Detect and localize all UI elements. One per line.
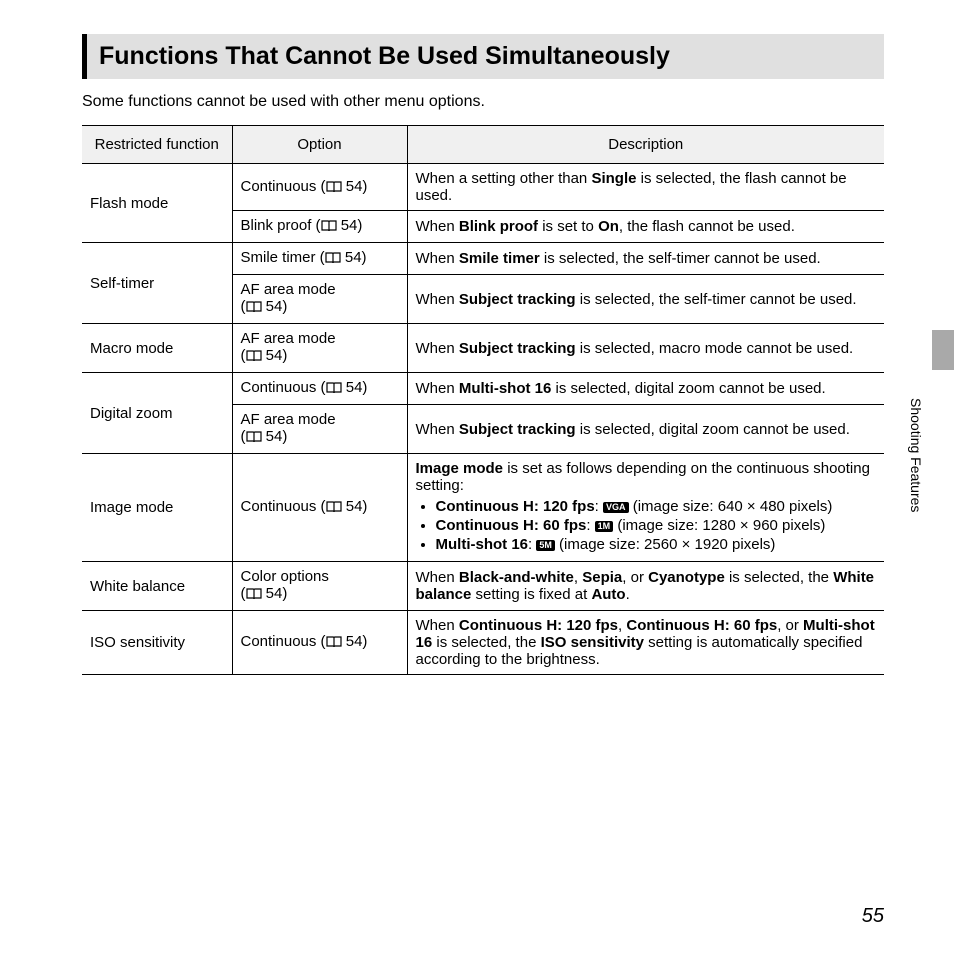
description-cell: Image mode is set as follows depending o… [407, 454, 884, 562]
page-ref: 54 [341, 217, 358, 234]
header-option: Option [232, 126, 407, 164]
option-cell: Color options ( 54) [232, 562, 407, 611]
table-row: White balance Color options ( 54) When B… [82, 562, 884, 611]
option-label: AF area mode [241, 411, 336, 428]
option-label: AF area mode [241, 330, 336, 347]
side-tab [932, 330, 954, 370]
intro-text: Some functions cannot be used with other… [82, 93, 884, 111]
option-label: Blink proof [241, 217, 312, 234]
page-ref: 54 [346, 178, 363, 195]
table-row: Self-timer Smile timer ( 54) When Smile … [82, 243, 884, 275]
book-icon [246, 430, 262, 447]
page-ref: 54 [346, 498, 363, 515]
header-description: Description [407, 126, 884, 164]
option-label: Smile timer [241, 249, 316, 266]
table-row: Macro mode AF area mode ( 54) When Subje… [82, 324, 884, 373]
page-ref: 54 [345, 249, 362, 266]
table-row: Image mode Continuous ( 54) Image mode i… [82, 454, 884, 562]
option-label: Color options [241, 568, 329, 585]
one-m-icon: 1M [595, 521, 614, 532]
book-icon [246, 349, 262, 366]
description-cell: When Black-and-white, Sepia, or Cyanotyp… [407, 562, 884, 611]
description-cell: When Continuous H: 120 fps, Continuous H… [407, 611, 884, 675]
option-label: Continuous [241, 498, 317, 515]
func-digital-zoom: Digital zoom [82, 373, 232, 454]
page-heading: Functions That Cannot Be Used Simultaneo… [82, 34, 884, 79]
page-ref: 54 [266, 298, 283, 315]
book-icon [326, 180, 342, 197]
option-cell: Continuous ( 54) [232, 373, 407, 405]
func-self-timer: Self-timer [82, 243, 232, 324]
option-label: Continuous [241, 379, 317, 396]
func-white-balance: White balance [82, 562, 232, 611]
page-number: 55 [862, 905, 884, 928]
book-icon [246, 587, 262, 604]
description-cell: When a setting other than Single is sele… [407, 164, 884, 211]
page-ref: 54 [346, 379, 363, 396]
table-row: ISO sensitivity Continuous ( 54) When Co… [82, 611, 884, 675]
list-item: Continuous H: 120 fps: VGA (image size: … [436, 498, 877, 515]
option-label: Continuous [241, 178, 317, 195]
header-restricted-function: Restricted function [82, 126, 232, 164]
list-item: Continuous H: 60 fps: 1M (image size: 12… [436, 517, 877, 534]
five-m-icon: 5M [536, 540, 555, 551]
page-ref: 54 [346, 633, 363, 650]
description-cell: When Subject tracking is selected, macro… [407, 324, 884, 373]
option-cell: Continuous ( 54) [232, 611, 407, 675]
book-icon [246, 300, 262, 317]
func-flash-mode: Flash mode [82, 164, 232, 243]
page-ref: 54 [266, 347, 283, 364]
description-cell: When Subject tracking is selected, the s… [407, 275, 884, 324]
func-image-mode: Image mode [82, 454, 232, 562]
list-item: Multi-shot 16: 5M (image size: 2560 × 19… [436, 536, 877, 553]
description-cell: When Smile timer is selected, the self-t… [407, 243, 884, 275]
option-cell: Smile timer ( 54) [232, 243, 407, 275]
option-cell: AF area mode ( 54) [232, 324, 407, 373]
option-cell: Continuous ( 54) [232, 164, 407, 211]
description-cell: When Blink proof is set to On, the flash… [407, 211, 884, 243]
func-iso-sensitivity: ISO sensitivity [82, 611, 232, 675]
manual-page: Functions That Cannot Be Used Simultaneo… [0, 0, 954, 715]
vga-icon: VGA [603, 502, 629, 513]
description-cell: When Subject tracking is selected, digit… [407, 405, 884, 454]
book-icon [325, 251, 341, 268]
table-row: Flash mode Continuous ( 54) When a setti… [82, 164, 884, 211]
book-icon [321, 219, 337, 236]
description-cell: When Multi-shot 16 is selected, digital … [407, 373, 884, 405]
option-cell: Continuous ( 54) [232, 454, 407, 562]
option-cell: AF area mode ( 54) [232, 275, 407, 324]
page-ref: 54 [266, 585, 283, 602]
book-icon [326, 381, 342, 398]
restrictions-table: Restricted function Option Description F… [82, 125, 884, 675]
image-mode-list: Continuous H: 120 fps: VGA (image size: … [416, 498, 877, 553]
option-label: AF area mode [241, 281, 336, 298]
option-label: Continuous [241, 633, 317, 650]
side-section-label: Shooting Features [908, 398, 924, 512]
func-macro-mode: Macro mode [82, 324, 232, 373]
book-icon [326, 635, 342, 652]
page-ref: 54 [266, 428, 283, 445]
option-cell: Blink proof ( 54) [232, 211, 407, 243]
table-row: Digital zoom Continuous ( 54) When Multi… [82, 373, 884, 405]
book-icon [326, 500, 342, 517]
option-cell: AF area mode ( 54) [232, 405, 407, 454]
table-header-row: Restricted function Option Description [82, 126, 884, 164]
